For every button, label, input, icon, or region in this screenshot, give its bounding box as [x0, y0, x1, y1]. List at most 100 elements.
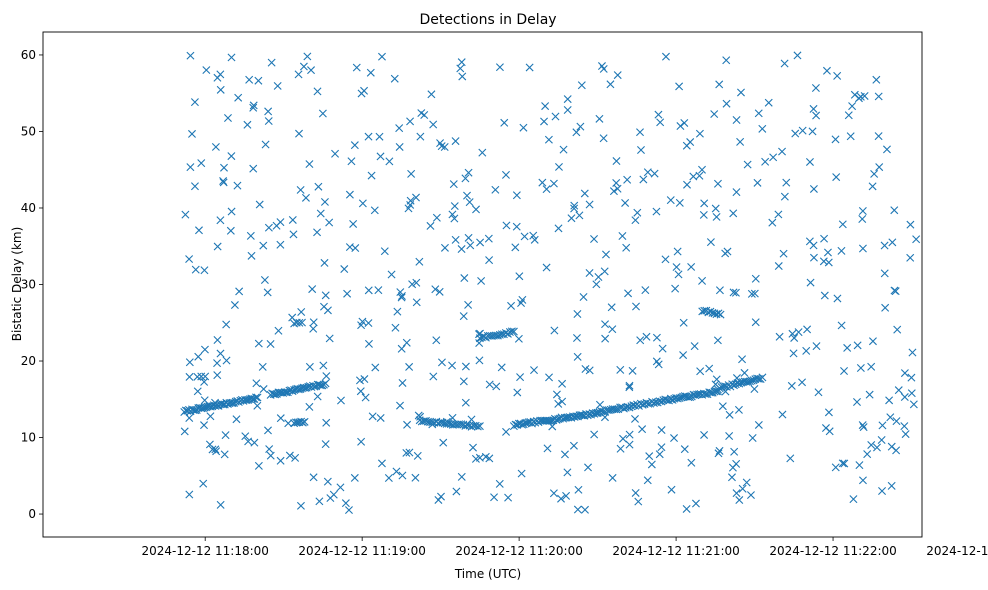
data-point	[600, 267, 609, 276]
data-point	[295, 318, 304, 327]
data-point	[414, 411, 423, 420]
data-point	[380, 247, 389, 256]
data-point	[880, 269, 889, 278]
data-point	[542, 185, 551, 194]
data-point	[576, 122, 585, 131]
data-point	[584, 463, 593, 472]
data-point	[221, 431, 230, 440]
data-point	[191, 265, 200, 274]
data-point	[185, 255, 194, 264]
data-point	[729, 381, 738, 390]
data-point	[798, 378, 807, 387]
data-point	[625, 440, 634, 449]
data-point	[253, 393, 262, 402]
data-point	[721, 387, 730, 396]
data-point	[837, 321, 846, 330]
data-point	[264, 426, 272, 435]
data-point	[274, 326, 283, 335]
data-point	[729, 288, 738, 297]
data-point	[235, 287, 244, 296]
plot-area	[42, 31, 923, 538]
data-point	[364, 339, 373, 348]
data-point	[276, 240, 285, 249]
data-point	[457, 245, 466, 254]
data-point	[711, 380, 720, 389]
data-point	[325, 218, 334, 227]
data-point	[320, 197, 329, 206]
data-point	[325, 334, 334, 343]
data-point	[387, 270, 396, 279]
data-point	[650, 169, 659, 178]
data-points	[180, 51, 921, 515]
data-point	[251, 393, 260, 402]
data-point	[788, 329, 797, 338]
data-point	[452, 487, 461, 496]
data-point	[485, 256, 494, 265]
data-point	[300, 417, 309, 426]
data-point	[661, 52, 670, 61]
data-point	[336, 483, 345, 492]
data-point	[458, 72, 467, 81]
data-point	[713, 336, 722, 345]
data-point	[448, 413, 457, 422]
data-point	[448, 210, 457, 219]
data-point	[232, 415, 241, 424]
data-point	[193, 372, 202, 381]
data-point	[573, 352, 582, 361]
data-point	[407, 169, 416, 178]
data-point	[698, 276, 707, 285]
data-point	[507, 301, 516, 310]
data-point	[667, 485, 676, 494]
data-point	[360, 375, 369, 384]
data-point	[823, 248, 832, 257]
data-point	[402, 338, 411, 347]
data-point	[686, 393, 695, 402]
data-point	[216, 500, 225, 509]
data-point	[276, 218, 285, 227]
data-point	[361, 393, 370, 402]
data-point	[515, 272, 524, 281]
data-point	[853, 398, 861, 406]
data-point	[753, 178, 762, 187]
data-point	[622, 243, 631, 252]
data-point	[460, 274, 469, 283]
data-point	[450, 202, 459, 211]
data-point	[321, 379, 330, 388]
data-point	[750, 384, 759, 393]
data-point	[623, 175, 632, 184]
x-axis-label: Time (UTC)	[454, 567, 521, 581]
data-point	[652, 207, 661, 216]
data-point	[451, 235, 460, 244]
data-point	[837, 246, 846, 255]
data-point	[715, 286, 724, 295]
data-point	[403, 420, 412, 429]
data-point	[809, 184, 818, 193]
data-point	[315, 497, 324, 506]
data-point	[600, 413, 609, 422]
data-point	[264, 107, 273, 116]
data-point	[612, 405, 621, 414]
data-point	[366, 68, 375, 77]
data-point	[907, 373, 916, 382]
data-point	[213, 242, 222, 251]
data-point	[751, 274, 760, 283]
data-point	[554, 224, 563, 233]
data-point	[585, 269, 594, 278]
data-point	[541, 102, 550, 111]
data-point	[288, 215, 297, 224]
data-point	[727, 473, 736, 482]
data-point	[307, 66, 316, 75]
data-point	[696, 367, 705, 376]
data-point	[435, 287, 444, 296]
data-point	[671, 284, 680, 293]
data-point	[449, 180, 458, 189]
data-point	[347, 157, 356, 166]
data-point	[636, 128, 644, 137]
data-point	[516, 373, 525, 382]
data-point	[732, 489, 741, 498]
data-point	[273, 81, 282, 90]
data-point	[420, 110, 429, 119]
x-tick-label: 2024-12-12 11:18:00	[141, 544, 268, 558]
data-point	[507, 327, 516, 336]
data-point	[358, 317, 367, 326]
